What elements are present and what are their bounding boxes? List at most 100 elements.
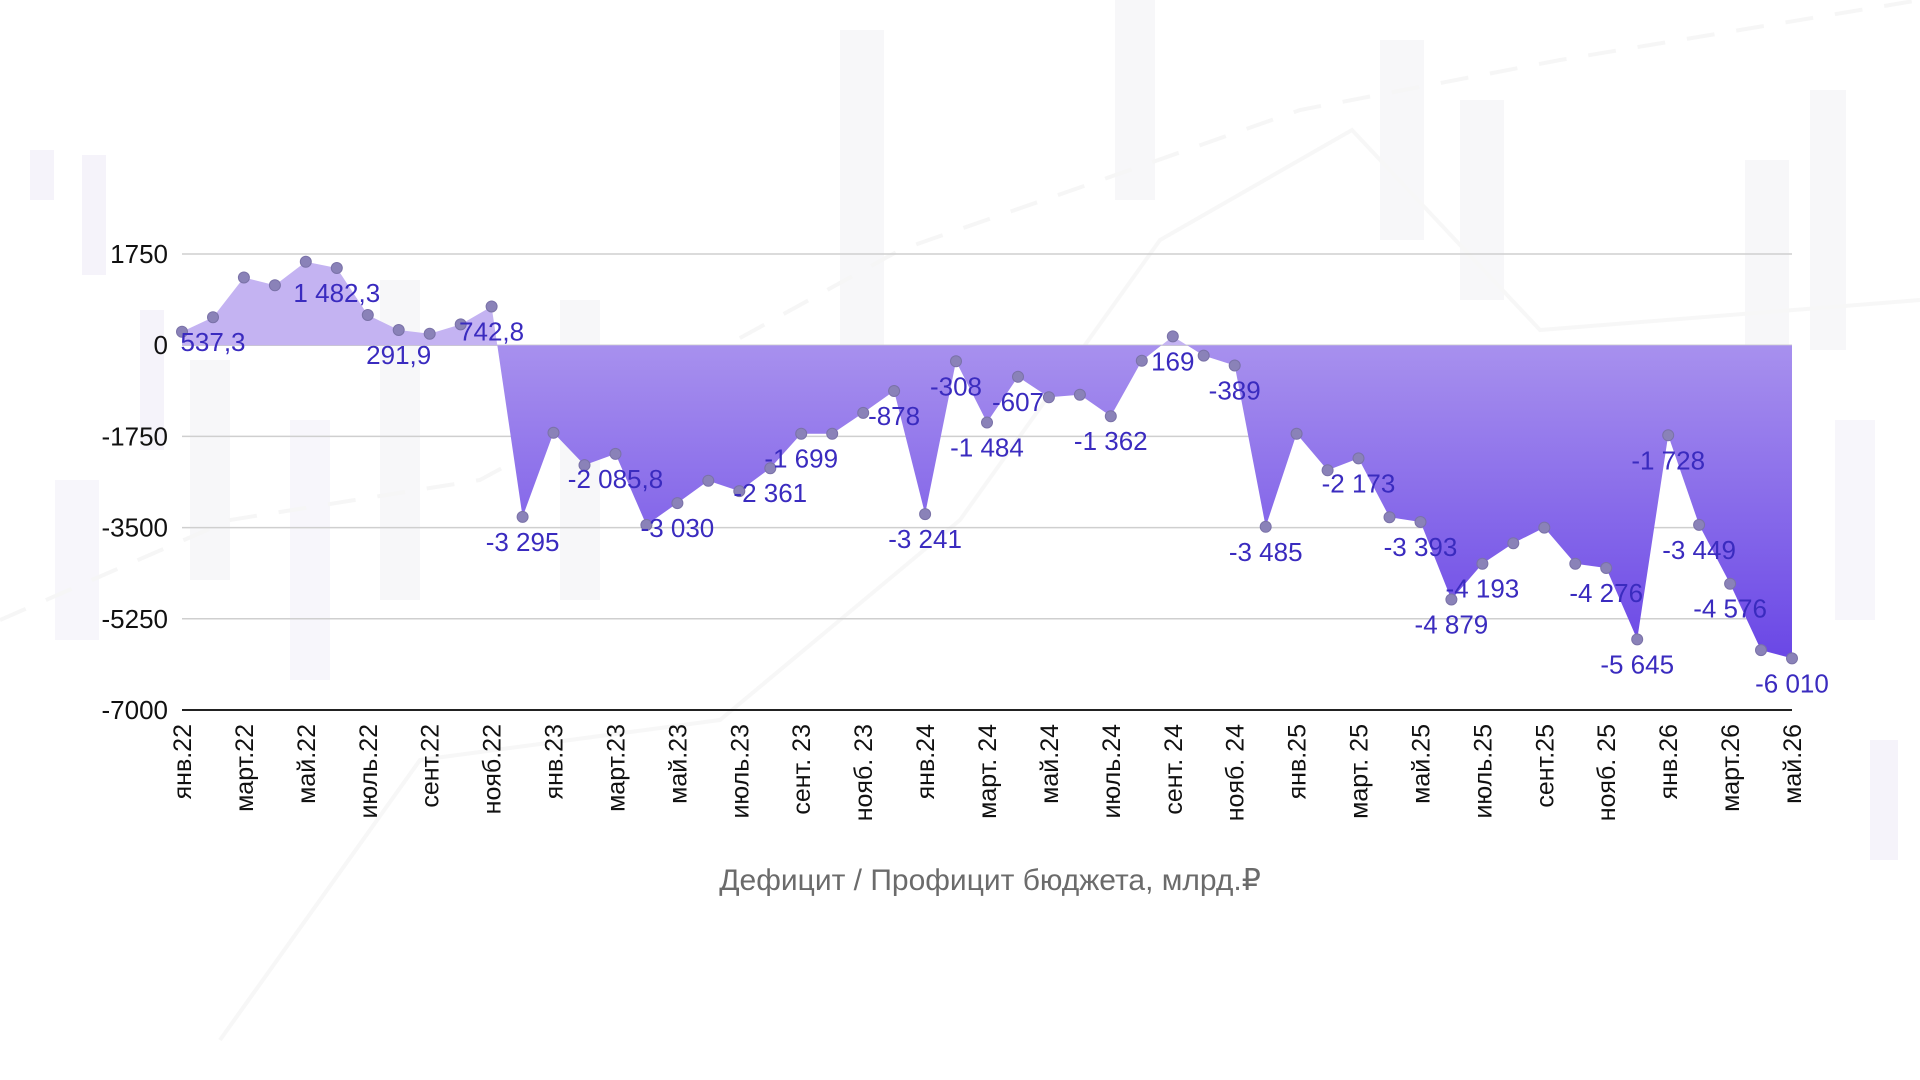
data-point bbox=[1042, 391, 1055, 404]
chart-title: Дефицит / Профицит бюджета, млрд.₽ bbox=[719, 864, 1261, 897]
data-point bbox=[733, 485, 746, 498]
y-tick-label: 1750 bbox=[110, 239, 168, 269]
data-point bbox=[1569, 557, 1582, 570]
area-fill bbox=[182, 261, 1792, 659]
x-tick-label: сент.22 bbox=[417, 724, 445, 808]
data-point bbox=[826, 427, 839, 440]
data-label: -6 010 bbox=[1755, 668, 1829, 698]
x-tick-label: май.26 bbox=[1779, 724, 1807, 804]
x-tick-label: нояб.22 bbox=[479, 724, 507, 814]
data-point bbox=[702, 474, 715, 487]
x-tick-label: март. 24 bbox=[974, 724, 1002, 819]
data-label: -3 393 bbox=[1384, 532, 1458, 562]
data-label: -1 484 bbox=[950, 433, 1024, 463]
x-tick-label: нояб. 24 bbox=[1222, 724, 1250, 821]
data-point bbox=[764, 462, 777, 475]
data-label: 291,9 bbox=[366, 340, 431, 370]
data-point bbox=[671, 497, 684, 510]
data-points bbox=[176, 255, 1798, 665]
data-point bbox=[1414, 516, 1427, 528]
data-label: -4 193 bbox=[1446, 574, 1520, 604]
x-tick-label: янв.24 bbox=[912, 724, 940, 799]
data-point bbox=[392, 324, 405, 336]
data-label: -389 bbox=[1209, 376, 1261, 406]
data-label: -3 241 bbox=[888, 524, 962, 554]
surplus-area bbox=[182, 261, 1792, 346]
data-label: -3 295 bbox=[486, 527, 560, 557]
data-point bbox=[268, 279, 281, 292]
data-point bbox=[237, 271, 250, 284]
data-point bbox=[795, 427, 808, 440]
data-label: 742,8 bbox=[459, 317, 524, 347]
data-point bbox=[857, 406, 870, 419]
data-point bbox=[640, 519, 653, 531]
data-label: 169 bbox=[1151, 346, 1194, 376]
data-label: -3 485 bbox=[1229, 537, 1303, 567]
y-tick-label: 0 bbox=[154, 330, 168, 360]
x-tick-label: март.23 bbox=[602, 724, 630, 812]
data-point bbox=[1166, 330, 1179, 343]
data-label: -607 bbox=[992, 387, 1044, 417]
data-labels: 537,3 1 482,3 291,9 742,8 -3 295 -2 085,8 -3 0… bbox=[180, 278, 1828, 698]
x-tick-label: май.25 bbox=[1407, 724, 1435, 804]
data-point bbox=[1104, 410, 1117, 423]
x-tick-label: июль.22 bbox=[355, 724, 383, 819]
data-label: -3 449 bbox=[1662, 535, 1736, 565]
data-label: -3 030 bbox=[641, 513, 715, 543]
data-point bbox=[1724, 577, 1737, 590]
data-point bbox=[1352, 452, 1365, 465]
data-point bbox=[176, 325, 188, 338]
data-point bbox=[1538, 521, 1551, 534]
x-tick-label: сент. 24 bbox=[1160, 724, 1188, 815]
data-label: -2 361 bbox=[733, 478, 807, 508]
data-point bbox=[299, 255, 312, 268]
data-point bbox=[207, 311, 219, 324]
data-label: -4 576 bbox=[1693, 594, 1767, 624]
x-tick-label: март.22 bbox=[231, 724, 259, 812]
data-point bbox=[1600, 562, 1613, 574]
x-tick-label: май.23 bbox=[664, 724, 692, 804]
data-point bbox=[1135, 354, 1148, 367]
data-point bbox=[361, 309, 374, 321]
x-tick-label: сент. 23 bbox=[788, 724, 816, 815]
data-label: -308 bbox=[930, 371, 982, 401]
data-point bbox=[1197, 349, 1210, 362]
y-tick-label: -5250 bbox=[102, 604, 169, 634]
data-label: -1 728 bbox=[1631, 445, 1705, 475]
x-tick-label: июль.24 bbox=[1098, 724, 1126, 819]
data-point bbox=[609, 447, 622, 460]
deficit-area bbox=[497, 345, 1792, 659]
data-point bbox=[1259, 520, 1272, 533]
data-point bbox=[950, 355, 962, 368]
data-label: 537,3 bbox=[180, 327, 245, 357]
x-tick-label: янв.26 bbox=[1655, 724, 1683, 799]
data-point bbox=[888, 385, 901, 397]
y-tick-label: -3500 bbox=[102, 513, 169, 543]
data-point bbox=[1662, 429, 1675, 442]
data-point bbox=[330, 262, 343, 274]
data-point bbox=[1786, 652, 1798, 665]
data-point bbox=[1290, 427, 1303, 440]
x-tick-label: нояб. 23 bbox=[850, 724, 878, 821]
data-point bbox=[919, 508, 932, 521]
x-tick-label: июль.25 bbox=[1469, 724, 1497, 819]
data-point bbox=[578, 459, 591, 472]
data-label: -2 173 bbox=[1322, 468, 1396, 498]
x-tick-label: март.26 bbox=[1717, 724, 1745, 812]
data-point bbox=[423, 327, 436, 340]
x-axis-ticks: март.22 май.22 июль.22 сент.22 нояб.22 янв.23… bbox=[169, 724, 1807, 821]
data-point bbox=[485, 300, 498, 313]
y-tick-label: -7000 bbox=[102, 695, 169, 725]
data-label: -5 645 bbox=[1600, 649, 1674, 679]
data-label: 1 482,3 bbox=[293, 278, 380, 308]
data-point bbox=[1073, 388, 1086, 401]
x-tick-label: май.24 bbox=[1036, 724, 1064, 804]
data-label: -878 bbox=[868, 401, 920, 431]
data-point bbox=[1631, 633, 1644, 646]
y-axis: 1750 0 -1750 -3500 -5250 -7000 bbox=[102, 239, 169, 725]
y-tick-label: -1750 bbox=[102, 421, 169, 451]
data-point bbox=[1476, 557, 1489, 570]
x-tick-label: март. 25 bbox=[1346, 724, 1374, 819]
